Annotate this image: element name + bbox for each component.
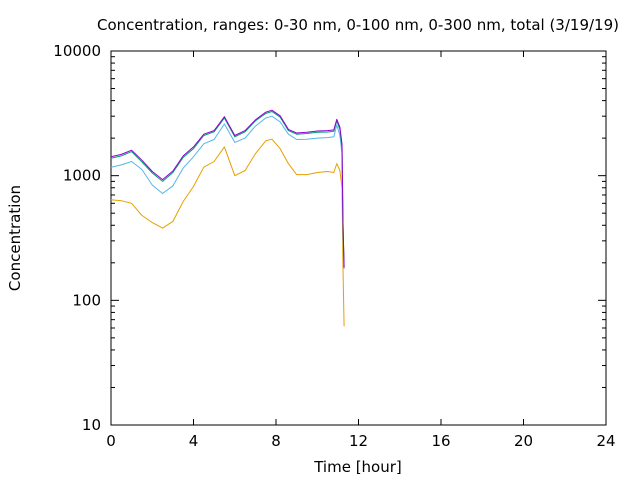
series-group (110, 109, 345, 327)
x-axis-label: Time [hour] (313, 458, 402, 476)
x-tick-label: 8 (271, 432, 281, 450)
series-line-1 (110, 138, 345, 327)
series-line-3 (110, 111, 345, 269)
y-tick-label: 100 (72, 291, 101, 309)
series-line-4 (110, 109, 345, 268)
x-tick-label: 0 (106, 432, 116, 450)
plot-frame (110, 50, 607, 426)
x-tick-label: 16 (431, 432, 450, 450)
x-tick-label: 12 (349, 432, 368, 450)
x-tick-label: 4 (189, 432, 199, 450)
y-tick-label: 1000 (63, 167, 101, 185)
x-tick-label: 20 (514, 432, 533, 450)
x-tick-label: 24 (596, 432, 615, 450)
y-axis-label: Concentration (6, 185, 24, 291)
chart-title: Concentration, ranges: 0-30 nm, 0-100 nm… (97, 16, 619, 34)
axis-ticks: 0 4 8 12 16 20 24 10 100 1000 10000 (53, 42, 615, 450)
series-line-2 (110, 115, 345, 263)
y-tick-label: 10 (82, 416, 101, 434)
y-tick-label: 10000 (53, 42, 101, 60)
